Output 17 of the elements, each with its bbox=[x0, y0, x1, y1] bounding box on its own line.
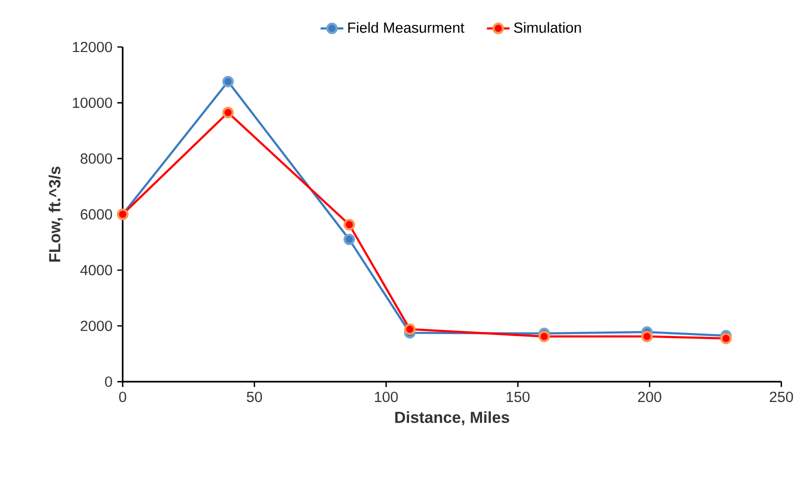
x-tick-label: 0 bbox=[119, 392, 126, 402]
y-tick-label: 12000 bbox=[72, 42, 112, 52]
y-tick-label: 10000 bbox=[72, 98, 112, 108]
y-tick-label: 4000 bbox=[80, 264, 112, 276]
y-tick-label: 0 bbox=[105, 376, 112, 387]
y-tick-label: 6000 bbox=[80, 209, 112, 220]
x-tick-label: 200 bbox=[638, 392, 662, 402]
x-tick-label: 50 bbox=[246, 392, 262, 402]
x-tick-label: 100 bbox=[375, 392, 398, 402]
y-tick-label: 2000 bbox=[80, 320, 112, 332]
legend-label: Simulation bbox=[514, 22, 581, 33]
legend-label: Field Measurment bbox=[348, 22, 464, 33]
y-tick-label: 8000 bbox=[80, 153, 112, 164]
y-axis-title: FLow, ft.^3/s bbox=[48, 166, 63, 262]
x-tick-label: 250 bbox=[770, 392, 793, 402]
x-axis-title: Distance, Miles bbox=[395, 411, 510, 426]
x-tick-label: 150 bbox=[506, 392, 530, 402]
